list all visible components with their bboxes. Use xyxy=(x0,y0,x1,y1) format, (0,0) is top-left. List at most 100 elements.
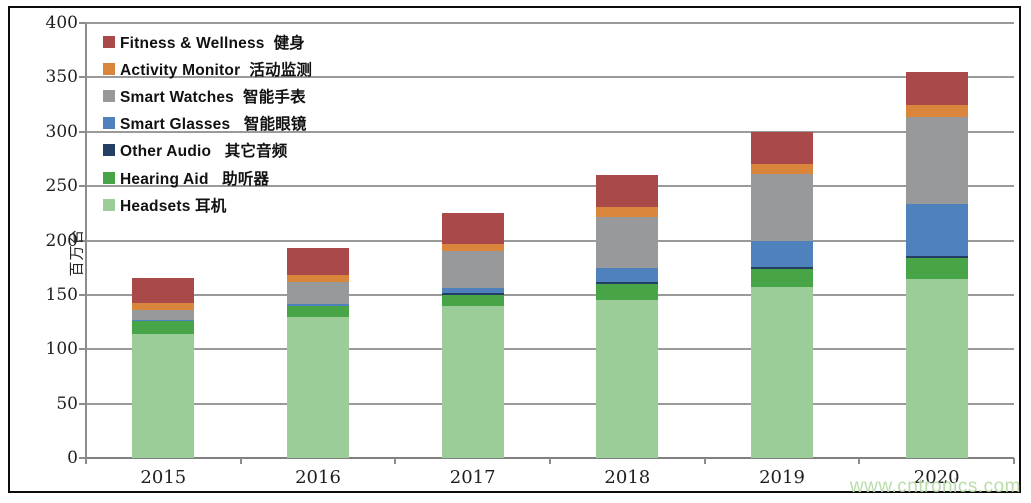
bar-segment-2020-activity-monitor- xyxy=(905,104,968,117)
y-tick-label-250: 250 xyxy=(45,176,78,197)
legend-item-smart-glasses-: Smart Glasses 智能眼镜 xyxy=(103,110,312,137)
y-axis-tick-250 xyxy=(79,185,86,188)
gridline-400 xyxy=(86,22,1014,24)
legend-item-activity-monitor-: Activity Monitor 活动监测 xyxy=(103,55,312,82)
x-tick-label-2016: 2016 xyxy=(295,467,341,488)
gridline-350 xyxy=(86,76,1014,79)
legend-label: Hearing Aid 助听器 xyxy=(120,170,270,188)
bar-segment-2019-headsets- xyxy=(751,287,813,458)
y-tick-label-100: 100 xyxy=(45,339,78,360)
y-axis-tick-350 xyxy=(79,76,86,79)
gridline-150 xyxy=(86,293,1014,296)
x-tick-label-2019: 2019 xyxy=(759,467,805,488)
bar-segment-2016-smart-watches- xyxy=(287,281,349,304)
gridline-200 xyxy=(86,239,1014,242)
legend-swatch-icon xyxy=(103,35,115,48)
gridline-300 xyxy=(86,130,1014,133)
x-tick-label-2017: 2017 xyxy=(449,467,496,488)
y-tick-label-300: 300 xyxy=(45,121,78,142)
bar-2017 xyxy=(441,213,504,458)
legend-swatch-icon xyxy=(103,171,115,184)
bar-segment-2020-other-audio- xyxy=(905,255,968,258)
y-axis-tick-150 xyxy=(79,293,86,296)
legend-label: Smart Watches 智能手表 xyxy=(120,88,306,106)
legend-swatch-icon xyxy=(103,62,115,75)
bar-segment-2015-smart-glasses- xyxy=(132,319,195,321)
bar-segment-2018-headsets- xyxy=(596,300,659,458)
y-tick-label-200: 200 xyxy=(45,230,78,251)
bar-segment-2016-smart-glasses- xyxy=(287,303,349,306)
bar-segment-2016-activity-monitor- xyxy=(287,275,349,282)
bar-segment-2020-fitness-wellness- xyxy=(905,71,968,105)
legend-swatch-icon xyxy=(103,198,115,211)
y-tick-label-150: 150 xyxy=(45,284,78,305)
bar-segment-2019-hearing-aid- xyxy=(751,268,813,288)
bar-segment-2018-other-audio- xyxy=(596,281,659,284)
y-axis-tick-50 xyxy=(79,402,86,405)
x-axis-tick-4 xyxy=(703,458,706,464)
bar-segment-2018-smart-watches- xyxy=(596,216,659,268)
bar-segment-2020-headsets- xyxy=(905,278,968,458)
bar-segment-2017-activity-monitor- xyxy=(441,243,504,252)
gridline-250 xyxy=(86,185,1014,188)
legend-item-hearing-aid-: Hearing Aid 助听器 xyxy=(103,164,312,191)
x-tick-label-2018: 2018 xyxy=(604,467,651,488)
bar-segment-2019-other-audio- xyxy=(751,266,813,269)
legend-swatch-icon xyxy=(103,117,115,130)
y-tick-label-350: 350 xyxy=(45,67,78,88)
y-tick-label-0: 0 xyxy=(67,448,78,468)
legend-item-smart-watches-: Smart Watches 智能手表 xyxy=(103,82,312,109)
x-axis-tick-1 xyxy=(239,458,242,464)
legend-label: Activity Monitor 活动监测 xyxy=(120,61,313,79)
bar-segment-2015-hearing-aid- xyxy=(132,320,195,335)
legend-label: Fitness & Wellness 健身 xyxy=(120,34,305,52)
gridline-100 xyxy=(86,348,1014,351)
bar-segment-2020-smart-glasses- xyxy=(905,203,968,256)
x-axis-tick-0 xyxy=(85,458,87,464)
x-axis-tick-2 xyxy=(394,458,397,464)
y-axis-tick-100 xyxy=(79,348,86,351)
x-axis-tick-5 xyxy=(858,458,861,464)
bar-segment-2016-hearing-aid- xyxy=(287,305,349,317)
x-axis-tick-3 xyxy=(549,458,551,464)
y-tick-label-50: 50 xyxy=(56,393,78,414)
bar-segment-2019-fitness-wellness- xyxy=(751,131,813,165)
x-tick-label-2015: 2015 xyxy=(140,467,187,488)
legend-label: Other Audio 其它音频 xyxy=(120,143,288,161)
legend-label: Headsets 耳机 xyxy=(120,197,227,215)
legend-swatch-icon xyxy=(103,144,115,157)
bar-segment-2018-activity-monitor- xyxy=(596,206,659,217)
x-tick-label-2020: 2020 xyxy=(913,467,960,488)
bar-segment-2017-headsets- xyxy=(441,305,504,458)
y-axis-tick-0 xyxy=(79,457,86,459)
legend-label: Smart Glasses 智能眼镜 xyxy=(120,116,307,134)
gridline-50 xyxy=(86,402,1014,405)
bar-2018 xyxy=(596,175,659,458)
bar-segment-2017-hearing-aid- xyxy=(441,294,504,306)
bar-2016 xyxy=(287,248,349,458)
bar-2019 xyxy=(751,131,813,458)
bar-segment-2016-headsets- xyxy=(287,316,349,458)
bar-segment-2015-fitness-wellness- xyxy=(132,277,195,303)
y-axis-tick-400 xyxy=(79,22,86,24)
bar-segment-2019-smart-watches- xyxy=(751,174,813,241)
bar-segment-2017-fitness-wellness- xyxy=(441,213,504,244)
bar-segment-2018-fitness-wellness- xyxy=(596,175,659,207)
bar-segment-2017-smart-glasses- xyxy=(441,288,504,293)
bar-segment-2020-smart-watches- xyxy=(905,116,968,204)
bar-segment-2018-smart-glasses- xyxy=(596,267,659,282)
bar-segment-2019-activity-monitor- xyxy=(751,164,813,175)
watermark-text: www.cntronics.com xyxy=(849,476,1021,497)
bar-segment-2018-hearing-aid- xyxy=(596,284,659,301)
bar-2020 xyxy=(905,71,968,458)
bar-2015 xyxy=(132,277,195,458)
bar-segment-2016-fitness-wellness- xyxy=(287,248,349,276)
y-axis-title: 百万台 xyxy=(68,228,86,277)
y-axis-tick-300 xyxy=(79,130,86,133)
y-tick-label-400: 400 xyxy=(45,13,78,33)
y-axis-tick-200 xyxy=(79,239,86,242)
y-axis-line xyxy=(85,23,87,460)
bar-segment-2019-smart-glasses- xyxy=(751,240,813,267)
